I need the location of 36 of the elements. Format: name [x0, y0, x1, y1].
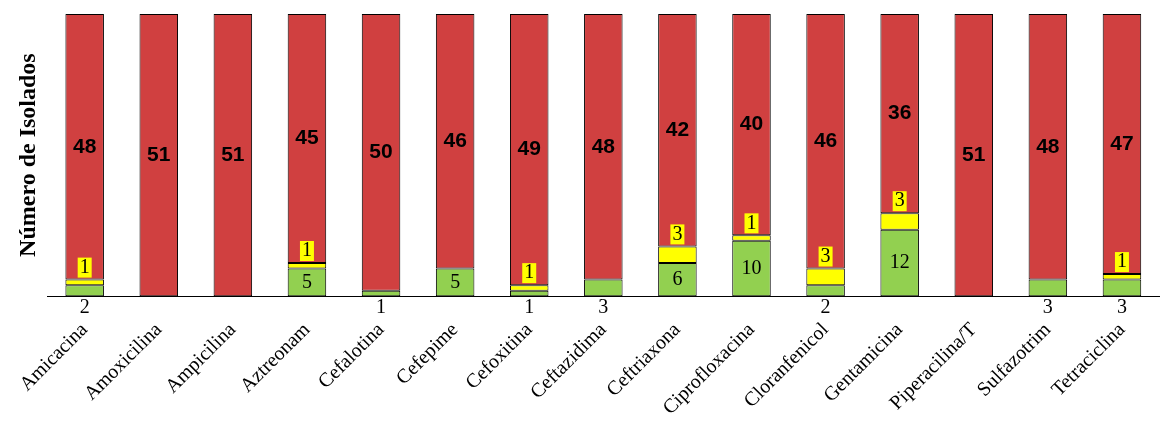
data-label: 5 — [301, 269, 312, 292]
data-label: 50 — [369, 139, 393, 163]
data-label: 5 — [450, 269, 461, 292]
data-label: 12 — [889, 250, 910, 273]
data-label: 3 — [820, 243, 831, 266]
data-label: 51 — [147, 141, 171, 165]
data-label: 40 — [739, 111, 764, 135]
data-label: 47 — [1110, 130, 1134, 154]
data-label: 2 — [79, 295, 90, 318]
data-label: 1 — [79, 254, 90, 277]
data-label: 1 — [376, 295, 387, 318]
data-label: 48 — [1036, 133, 1060, 157]
data-label: 3 — [894, 188, 905, 211]
data-label: 51 — [962, 141, 986, 165]
data-label: 45 — [295, 125, 319, 149]
data-label: 6 — [672, 266, 683, 289]
data-label: 1 — [1116, 249, 1127, 272]
data-label: 1 — [524, 295, 535, 318]
data-label: 3 — [598, 295, 609, 318]
data-label: 3 — [1042, 295, 1053, 318]
data-label: 1 — [746, 210, 757, 233]
data-label: 46 — [443, 128, 467, 152]
data-label: 51 — [221, 141, 245, 165]
data-label: 2 — [820, 295, 831, 318]
data-label: 46 — [813, 128, 838, 152]
data-label: 1 — [301, 238, 312, 261]
data-label: 3 — [672, 221, 683, 244]
data-label: 3 — [1116, 295, 1127, 318]
data-label: 49 — [517, 136, 541, 160]
data-label: 48 — [73, 133, 97, 157]
data-label: 10 — [741, 255, 762, 278]
data-label: 42 — [665, 117, 690, 140]
data-label: 1 — [524, 260, 535, 283]
data-label: 48 — [591, 133, 616, 157]
y-axis-title: Número de Isolados — [14, 53, 41, 257]
data-label: 36 — [888, 100, 912, 124]
